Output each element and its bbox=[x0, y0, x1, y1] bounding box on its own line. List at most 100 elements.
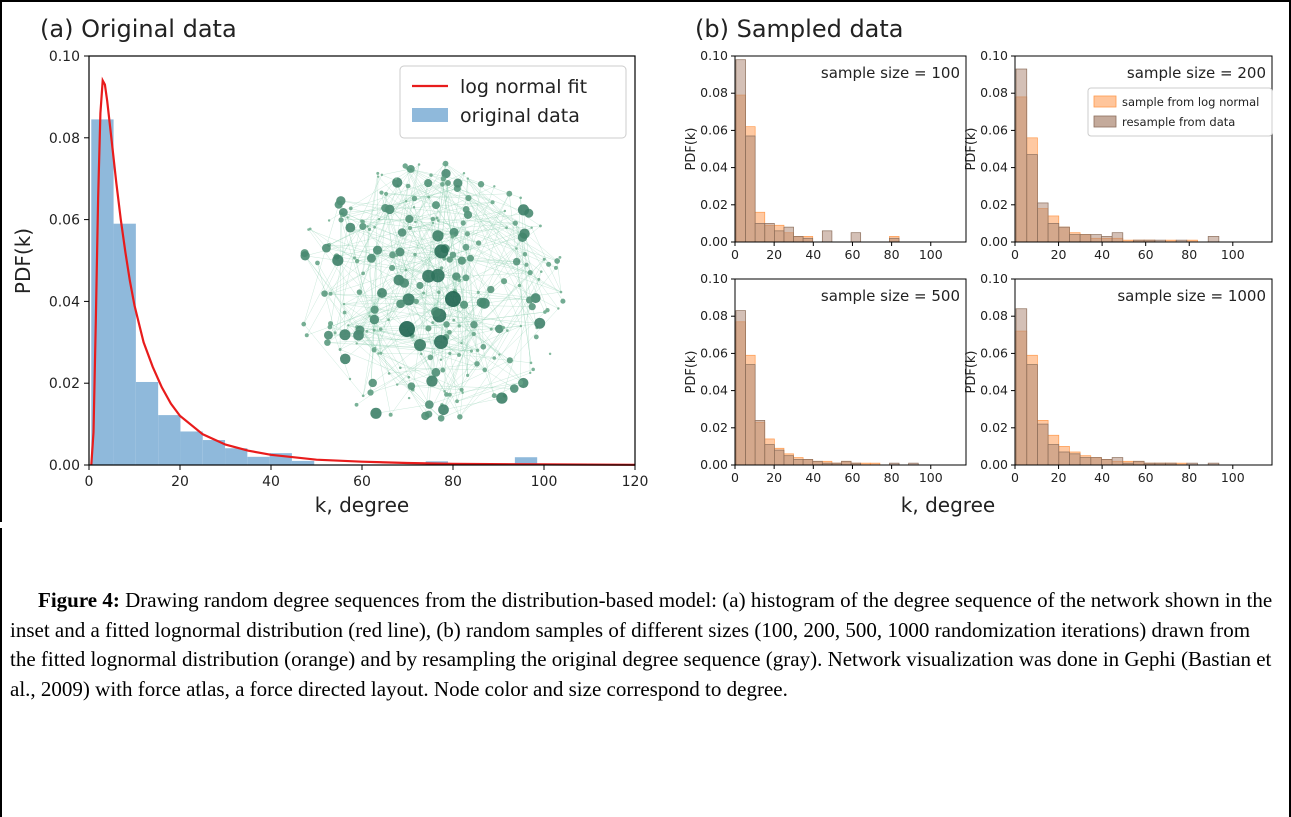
network-edge bbox=[442, 184, 465, 305]
network-edge bbox=[339, 200, 342, 350]
network-node bbox=[380, 173, 384, 177]
network-node bbox=[462, 171, 466, 175]
network-edge bbox=[470, 258, 504, 328]
network-node bbox=[431, 221, 435, 225]
network-node bbox=[324, 330, 333, 340]
network-edge bbox=[330, 269, 407, 295]
network-edge bbox=[401, 186, 409, 233]
network-edge bbox=[381, 192, 429, 198]
network-node bbox=[404, 199, 408, 203]
network-node bbox=[495, 324, 504, 334]
network-edge bbox=[378, 353, 391, 415]
network-node bbox=[427, 354, 434, 361]
network-node bbox=[304, 333, 309, 338]
network-edge bbox=[374, 309, 430, 405]
b-ytick-label-0: 0.00 bbox=[980, 457, 1008, 472]
network-edge bbox=[428, 196, 438, 219]
network-node bbox=[425, 325, 432, 332]
network-node bbox=[519, 324, 523, 328]
network-edge bbox=[339, 292, 383, 350]
network-node bbox=[334, 200, 343, 209]
b-ytick-label-3: 0.06 bbox=[980, 122, 1008, 137]
network-node bbox=[431, 321, 435, 325]
network-edge bbox=[328, 282, 405, 336]
network-node bbox=[354, 402, 359, 407]
network-edge bbox=[443, 327, 504, 410]
network-edge bbox=[373, 254, 416, 351]
network-node bbox=[457, 353, 461, 357]
network-node bbox=[480, 343, 487, 350]
gray-bar-3 bbox=[1047, 223, 1060, 243]
network-edge bbox=[467, 267, 557, 376]
network-edge bbox=[328, 182, 449, 246]
network-edge bbox=[481, 223, 516, 303]
network-edge bbox=[501, 271, 542, 399]
network-node bbox=[506, 329, 509, 332]
legend-box bbox=[399, 65, 627, 139]
network-edge bbox=[310, 228, 389, 321]
network-edge bbox=[459, 186, 495, 281]
network-edge bbox=[509, 193, 520, 286]
network-node bbox=[327, 324, 333, 330]
a-ytick-label-4: 0.08 bbox=[49, 131, 80, 147]
network-node bbox=[321, 243, 331, 253]
network-edge bbox=[461, 260, 468, 376]
a-xtick-label-0: 0 bbox=[85, 474, 94, 490]
network-node bbox=[397, 228, 407, 237]
network-edge bbox=[385, 207, 479, 244]
network-edge bbox=[402, 232, 531, 273]
network-node bbox=[399, 321, 415, 337]
network-node bbox=[526, 296, 534, 304]
network-edge bbox=[444, 333, 474, 392]
network-node bbox=[506, 190, 513, 197]
network-edge bbox=[303, 323, 364, 396]
network-edge bbox=[366, 319, 389, 332]
network-edge bbox=[375, 404, 430, 414]
network-node bbox=[369, 314, 380, 325]
network-edge bbox=[484, 291, 562, 304]
network-edge bbox=[370, 372, 436, 393]
network-node bbox=[524, 262, 529, 267]
network-edge bbox=[455, 210, 505, 233]
network-edge bbox=[461, 327, 504, 390]
network-node bbox=[342, 310, 347, 315]
network-edge bbox=[491, 264, 527, 330]
network-edge bbox=[396, 163, 444, 257]
gray-bar-8 bbox=[1101, 236, 1113, 243]
network-edge bbox=[390, 386, 412, 415]
gray-bar-7 bbox=[1090, 234, 1102, 243]
network-node bbox=[384, 191, 389, 196]
b-ytick-label-2: 0.04 bbox=[980, 160, 1008, 175]
b-xtick-label-4: 80 bbox=[1181, 470, 1197, 485]
network-edge bbox=[442, 184, 457, 233]
network-node bbox=[432, 230, 444, 242]
network-node bbox=[422, 291, 426, 295]
network-edge bbox=[378, 218, 410, 354]
network-node bbox=[515, 247, 518, 250]
network-edge bbox=[343, 212, 397, 257]
network-node bbox=[554, 258, 560, 264]
network-node bbox=[436, 219, 440, 222]
network-node bbox=[346, 216, 349, 219]
network-edge bbox=[392, 222, 516, 256]
network-edge bbox=[327, 336, 447, 343]
gray-bar-3 bbox=[1047, 444, 1060, 466]
network-edge bbox=[406, 168, 455, 233]
network-edge bbox=[362, 226, 437, 313]
network-edge bbox=[457, 188, 493, 203]
gray-bar-6 bbox=[1079, 234, 1092, 243]
network-node bbox=[512, 257, 521, 266]
network-node bbox=[370, 305, 379, 314]
network-node bbox=[440, 176, 447, 182]
network-node bbox=[474, 361, 480, 367]
network-edge bbox=[406, 168, 439, 221]
network-node bbox=[512, 220, 518, 226]
network-node bbox=[338, 208, 348, 217]
network-node bbox=[429, 173, 433, 177]
sample-size-label: sample size = 200 bbox=[1127, 64, 1266, 82]
network-node bbox=[315, 260, 320, 266]
lognormal-fit-line bbox=[90, 76, 636, 466]
network-edge bbox=[380, 277, 467, 354]
network-node bbox=[475, 240, 482, 246]
network-node bbox=[506, 357, 513, 364]
